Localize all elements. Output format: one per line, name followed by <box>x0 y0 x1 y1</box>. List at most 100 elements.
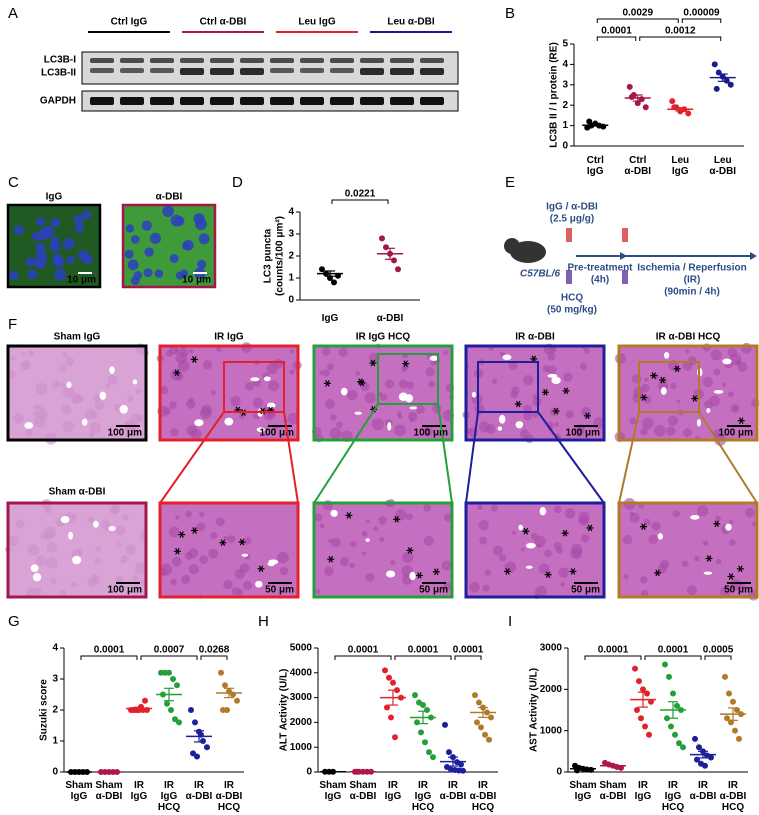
data-point <box>388 714 394 721</box>
y-tick-label: 3000 <box>290 692 313 703</box>
cell-texture <box>657 563 668 574</box>
y-tick-label: 4 <box>52 643 58 654</box>
cell-texture <box>327 363 334 371</box>
asterisk <box>563 387 569 395</box>
scale-label: 50 μm <box>571 585 600 596</box>
cell-texture <box>339 556 349 567</box>
x-tick-label: IR α-DBI <box>186 780 213 802</box>
data-point <box>670 690 676 697</box>
data-point <box>474 719 480 726</box>
data-point <box>222 682 228 689</box>
cell-texture <box>641 383 650 393</box>
data-point <box>668 723 674 730</box>
cell-texture <box>720 586 731 598</box>
histology-frame <box>312 501 454 599</box>
nucleus <box>81 210 92 220</box>
vessel <box>194 419 204 427</box>
y-axis-label: (counts/100 μm²) <box>275 216 286 296</box>
p-value: 0.0005 <box>703 645 734 656</box>
histology-title: Sham IgG <box>54 332 101 343</box>
p-value: 0.0001 <box>408 645 439 656</box>
cell-texture <box>443 513 453 522</box>
cell-texture <box>279 566 289 576</box>
x-tick-label: IR IgG HCQ <box>662 780 684 813</box>
cell-texture <box>644 377 649 382</box>
cell-texture <box>365 519 370 524</box>
nucleus <box>74 223 85 233</box>
data-point <box>234 697 240 704</box>
cell-texture <box>651 521 661 531</box>
dose: (2.5 μg/g) <box>550 214 594 225</box>
nucleus <box>35 251 48 264</box>
arrowhead <box>750 252 757 260</box>
cell-texture <box>371 418 384 431</box>
cell-texture <box>504 561 517 573</box>
blot-group-label: Leu IgG <box>298 17 335 28</box>
cell-texture <box>20 361 30 371</box>
cell-texture <box>732 406 738 411</box>
asterisk <box>587 524 593 532</box>
cell-texture <box>324 398 335 409</box>
cell-texture <box>59 589 67 597</box>
band <box>300 97 324 105</box>
blot-group-label: Ctrl IgG <box>111 17 148 28</box>
y-tick-label: 2 <box>562 100 568 111</box>
data-point <box>644 690 650 697</box>
vessel <box>93 520 99 528</box>
cell-texture <box>558 567 569 578</box>
vessel <box>119 404 128 414</box>
tube <box>566 228 572 242</box>
cell-texture <box>60 382 66 388</box>
vessel <box>81 418 88 426</box>
cell-texture <box>111 504 121 514</box>
cell-texture <box>553 505 562 514</box>
data-point <box>664 715 670 722</box>
cell-texture <box>398 379 409 389</box>
cell-texture <box>653 424 666 437</box>
vessel <box>498 414 506 424</box>
nucleus <box>35 217 46 227</box>
data-point <box>727 81 734 88</box>
cell-texture <box>15 519 25 529</box>
data-point <box>446 749 452 756</box>
nucleus <box>141 220 152 231</box>
nucleus <box>198 233 210 245</box>
x-tick-label: IR IgG <box>131 780 148 802</box>
cell-texture <box>178 347 189 358</box>
cell-texture <box>622 534 633 545</box>
data-point <box>395 266 401 273</box>
cell-texture <box>580 362 588 370</box>
data-point <box>626 83 633 90</box>
x-tick-label: IR α-DBI <box>440 780 467 802</box>
x-tick-label: IR α-DBI HCQ <box>470 780 497 813</box>
cell-texture <box>319 370 324 376</box>
nucleus <box>66 255 75 264</box>
cell-texture <box>728 519 734 525</box>
cell-texture <box>694 556 700 562</box>
p-value: 0.0001 <box>601 26 632 37</box>
cell-texture <box>64 356 75 367</box>
cell-texture <box>10 356 16 362</box>
data-point <box>488 714 494 721</box>
data-point <box>486 736 492 743</box>
cell-texture <box>581 533 590 543</box>
cell-texture <box>188 564 199 575</box>
data-point <box>188 707 194 713</box>
blot-group-label: Leu α-DBI <box>387 17 434 28</box>
asterisk <box>174 369 180 377</box>
cell-texture <box>20 351 25 357</box>
data-point <box>174 682 180 689</box>
strain: C57BL/6 <box>520 269 560 280</box>
step2-abbr: (IR) <box>684 275 701 286</box>
cell-texture <box>542 365 551 373</box>
y-tick-label: 1 <box>562 120 568 131</box>
cell-texture <box>324 566 334 576</box>
cell-texture <box>530 532 538 540</box>
y-tick-label: 4 <box>562 59 568 70</box>
nucleus <box>179 269 189 278</box>
band <box>240 58 264 63</box>
significance-bracket <box>681 18 722 23</box>
y-axis-label: LC3B II / I protein (RE) <box>549 42 560 148</box>
cell-texture <box>623 573 629 580</box>
cell-texture <box>94 400 105 411</box>
